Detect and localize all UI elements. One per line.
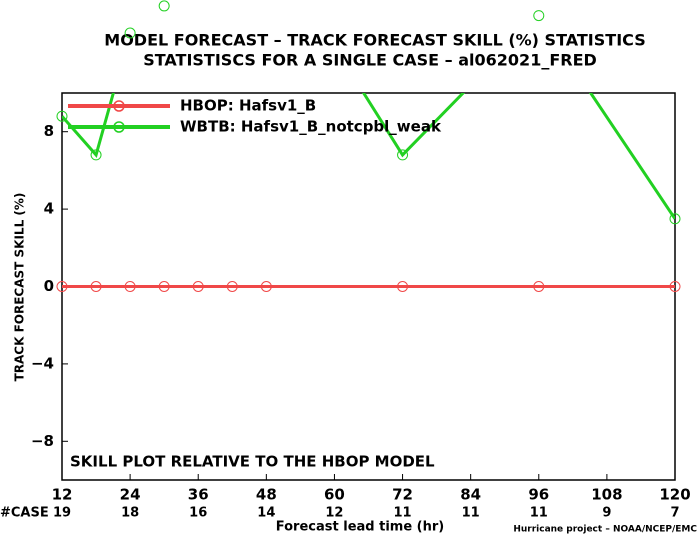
- series-marker: [260, 281, 272, 292]
- x-tick-label: 72: [392, 486, 413, 504]
- case-count: 12: [325, 506, 343, 521]
- legend-label: HBOP: Hafsv1_B: [180, 97, 316, 115]
- series-marker: [669, 281, 681, 292]
- case-count: 11: [394, 506, 412, 521]
- annotation: SKILL PLOT RELATIVE TO THE HBOP MODEL: [70, 453, 435, 471]
- series-line: [62, 93, 675, 220]
- legend-marker: [113, 100, 125, 112]
- x-tick-label: 108: [591, 486, 622, 504]
- series-marker: [669, 213, 681, 225]
- legend-marker: [113, 121, 125, 133]
- series-marker: [124, 27, 136, 39]
- series-marker: [56, 110, 68, 122]
- y-tick-label: −8: [31, 432, 54, 450]
- case-count: 14: [257, 506, 275, 521]
- chart-subtitle: STATISTISCS FOR A SINGLE CASE – al062021…: [143, 51, 597, 70]
- x-tick-label: 60: [324, 486, 345, 504]
- chart-title: MODEL FORECAST – TRACK FORECAST SKILL (%…: [104, 31, 645, 50]
- y-tick-label: 8: [44, 122, 54, 140]
- x-tick-label: 120: [659, 486, 690, 504]
- series-marker: [397, 149, 409, 161]
- series-marker: [56, 281, 68, 292]
- series-marker: [158, 281, 170, 292]
- series-marker: [192, 281, 204, 292]
- footer: Hurricane project – NOAA/NCEP/EMC: [513, 525, 697, 535]
- case-count: 18: [121, 506, 139, 521]
- case-count: 9: [602, 506, 611, 521]
- x-tick-label: 24: [120, 486, 141, 504]
- case-count: 16: [189, 506, 207, 521]
- series-marker: [397, 281, 409, 292]
- x-tick-label: 12: [52, 486, 73, 504]
- series-marker: [226, 281, 238, 292]
- x-tick-label: 36: [188, 486, 209, 504]
- y-tick-label: 0: [44, 277, 54, 295]
- series-marker: [533, 281, 545, 292]
- series-marker: [533, 10, 545, 22]
- series-marker: [124, 281, 136, 292]
- plot-area: [62, 93, 675, 288]
- series-marker: [90, 149, 102, 161]
- series-marker: [158, 0, 170, 12]
- case-label: #CASE: [0, 506, 49, 521]
- case-count: 11: [530, 506, 548, 521]
- legend-label: WBTB: Hafsv1_B_notcpbl_weak: [180, 118, 442, 136]
- x-tick-label: 96: [528, 486, 549, 504]
- series-marker: [90, 281, 102, 292]
- case-count: 7: [670, 506, 679, 521]
- case-count: 11: [462, 506, 480, 521]
- x-tick-label: 48: [256, 486, 277, 504]
- y-axis-label: TRACK FORECAST SKILL (%): [13, 193, 27, 382]
- x-tick-label: 84: [460, 486, 481, 504]
- case-count: 19: [53, 506, 71, 521]
- y-tick-label: −4: [31, 354, 54, 372]
- x-axis-label: Forecast lead time (hr): [276, 520, 444, 535]
- y-tick-label: 4: [44, 200, 54, 218]
